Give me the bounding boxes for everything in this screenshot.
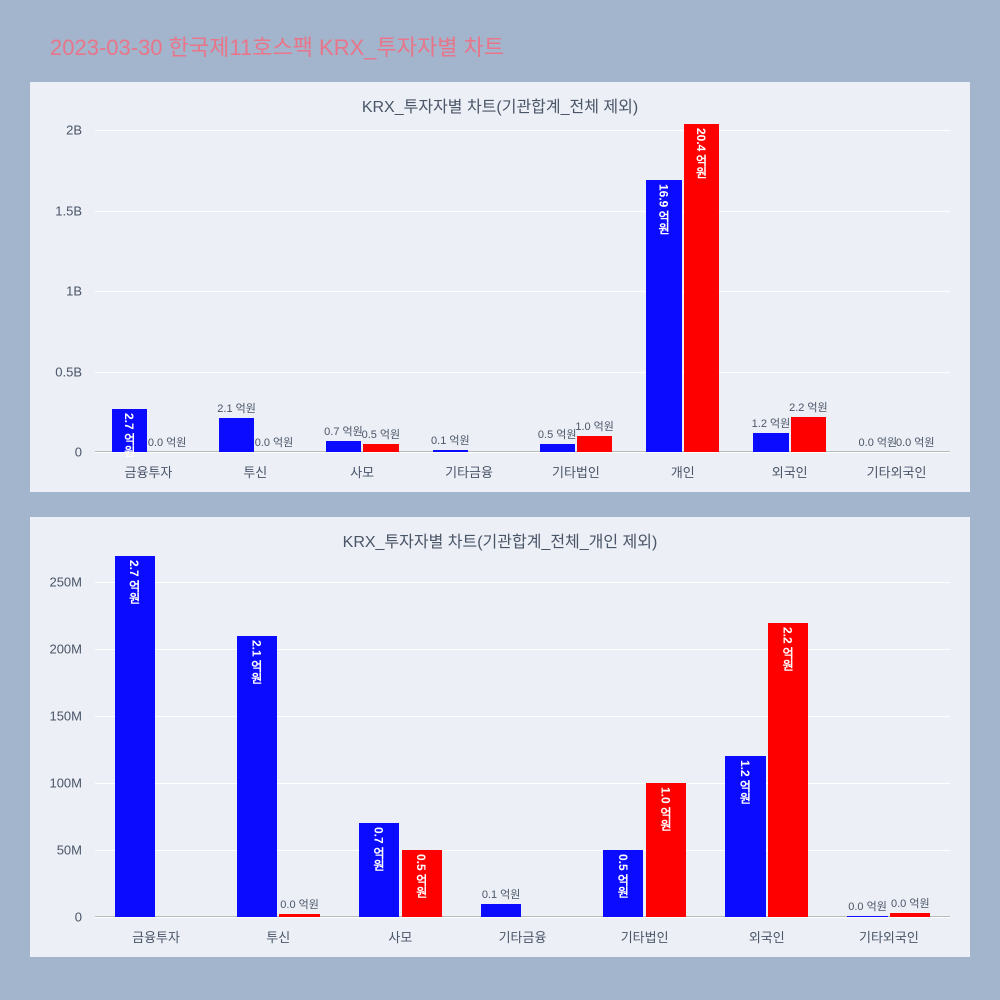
bar-label: 0.7 억원 (370, 827, 387, 871)
x-tick-label: 투신 (266, 927, 290, 946)
gridline (95, 130, 950, 131)
gridline (95, 211, 950, 212)
bar-blue: 2.7 억원 (115, 556, 155, 917)
bar-label: 0.1 억원 (431, 432, 470, 448)
x-tick-label: 금융투자 (132, 927, 180, 946)
gridline (95, 716, 950, 717)
bar-label: 20.4 억원 (693, 128, 710, 179)
x-tick-label: 개인 (671, 462, 695, 481)
bar-label: 0.5 억원 (615, 854, 632, 898)
bar-blue: 0.1 억원 (433, 450, 468, 452)
bar-label: 2.7 억원 (121, 413, 138, 457)
chart-bottom-yaxis: 050M100M150M200M250M (30, 549, 90, 917)
y-tick-label: 0 (75, 910, 82, 925)
gridline (95, 783, 950, 784)
chart-bottom-xaxis: 금융투자 투신 사모 기타금융 기타법인 외국인 기타외국인 (95, 919, 950, 957)
bar-label: 1.2 억원 (737, 760, 754, 804)
bar-blue: 1.2 억원 (753, 433, 788, 452)
bar-red: 0.5 억원 (363, 444, 398, 452)
bar-label: 1.2 억원 (752, 415, 791, 431)
bar-red: 2.2 억원 (791, 417, 826, 452)
bar-red: 1.0 억원 (577, 436, 612, 452)
gridline (95, 850, 950, 851)
bar-blue: 2.1 억원 (219, 418, 254, 452)
y-tick-label: 0.5B (55, 364, 82, 379)
bar-label: 2.2 억원 (780, 627, 797, 671)
bar-blue: 0.5 억원 (540, 444, 575, 452)
bar-label: 0.0 억원 (148, 434, 187, 450)
x-tick-label: 사모 (388, 927, 412, 946)
x-tick-label: 기타법인 (621, 927, 669, 946)
bar-label: 2.2 억원 (789, 399, 828, 415)
bar-blue: 0.7 억원 (326, 441, 361, 452)
x-tick-label: 기타금융 (445, 462, 493, 481)
x-tick-label: 외국인 (749, 927, 785, 946)
bar-label: 2.7 억원 (126, 560, 143, 604)
bar-label: 0.7 억원 (324, 423, 363, 439)
y-tick-label: 1B (66, 284, 82, 299)
y-tick-label: 1.5B (55, 203, 82, 218)
chart-top: KRX_투자자별 차트(기관합계_전체 제외) 00.5B1B1.5B2B 2.… (30, 82, 970, 492)
x-tick-label: 기타법인 (552, 462, 600, 481)
bar-red: 2.2 억원 (768, 623, 808, 917)
bar-label: 0.0 억원 (848, 898, 887, 914)
bar-red: 0.0 억원 (890, 913, 930, 917)
bar-label: 0.1 억원 (482, 886, 521, 902)
bar-blue: 0.0 억원 (847, 916, 887, 917)
page-title: 2023-03-30 한국제11호스팩 KRX_투자자별 차트 (50, 30, 970, 62)
x-tick-label: 외국인 (772, 462, 808, 481)
x-tick-label: 기타외국인 (867, 462, 927, 481)
gridline (95, 291, 950, 292)
x-tick-label: 기타외국인 (859, 927, 919, 946)
y-tick-label: 200M (49, 642, 82, 657)
y-tick-label: 2B (66, 123, 82, 138)
bar-red: 0.5 억원 (402, 850, 442, 917)
x-tick-label: 금융투자 (125, 462, 173, 481)
y-tick-label: 100M (49, 776, 82, 791)
bar-label: 0.0 억원 (859, 434, 898, 450)
bar-label: 0.0 억원 (891, 895, 930, 911)
bar-label: 0.0 억원 (896, 434, 935, 450)
gridline (95, 372, 950, 373)
bar-label: 0.5 억원 (413, 854, 430, 898)
bar-blue: 1.2 억원 (725, 756, 765, 917)
x-tick-label: 사모 (350, 462, 374, 481)
bar-label: 2.1 억원 (248, 640, 265, 684)
bar-label: 0.5 억원 (538, 426, 577, 442)
x-tick-label: 투신 (243, 462, 267, 481)
bar-label: 0.5 억원 (362, 426, 401, 442)
y-tick-label: 0 (75, 445, 82, 460)
bar-label: 1.0 억원 (658, 787, 675, 831)
bar-blue: 16.9 억원 (646, 180, 681, 452)
bar-blue: 2.1 억원 (237, 636, 277, 917)
x-tick-label: 기타금융 (499, 927, 547, 946)
bar-label: 16.9 억원 (656, 184, 673, 235)
gridline (95, 582, 950, 583)
bar-blue: 2.7 억원 (112, 409, 147, 452)
chart-top-xaxis: 금융투자 투신 사모 기타금융 기타법인 개인 외국인 기타외국인 (95, 454, 950, 492)
bar-blue: 0.5 억원 (603, 850, 643, 917)
bar-red: 20.4 억원 (684, 124, 719, 452)
bar-label: 0.0 억원 (280, 896, 319, 912)
gridline (95, 649, 950, 650)
bar-red: 1.0 억원 (646, 783, 686, 917)
chart-top-plot: 2.7 억원0.0 억원2.1 억원0.0 억원0.7 억원0.5 억원0.1 … (95, 114, 950, 452)
bar-label: 1.0 억원 (575, 418, 614, 434)
gridline (95, 452, 950, 453)
y-tick-label: 50M (57, 843, 82, 858)
bar-blue: 0.7 억원 (359, 823, 399, 917)
bar-red: 0.0 억원 (279, 914, 319, 917)
bar-label: 0.0 억원 (255, 434, 294, 450)
bar-blue: 0.1 억원 (481, 904, 521, 917)
y-tick-label: 250M (49, 575, 82, 590)
y-tick-label: 150M (49, 709, 82, 724)
chart-top-yaxis: 00.5B1B1.5B2B (30, 114, 90, 452)
bar-label: 2.1 억원 (217, 400, 256, 416)
gridline (95, 917, 950, 918)
chart-bottom: KRX_투자자별 차트(기관합계_전체_개인 제외) 050M100M150M2… (30, 517, 970, 957)
chart-bottom-plot: 2.7 억원 2.1 억원 0.0 억원 0.7 억원 0.5 억원 0.1 억원 0.5 … (95, 549, 950, 917)
